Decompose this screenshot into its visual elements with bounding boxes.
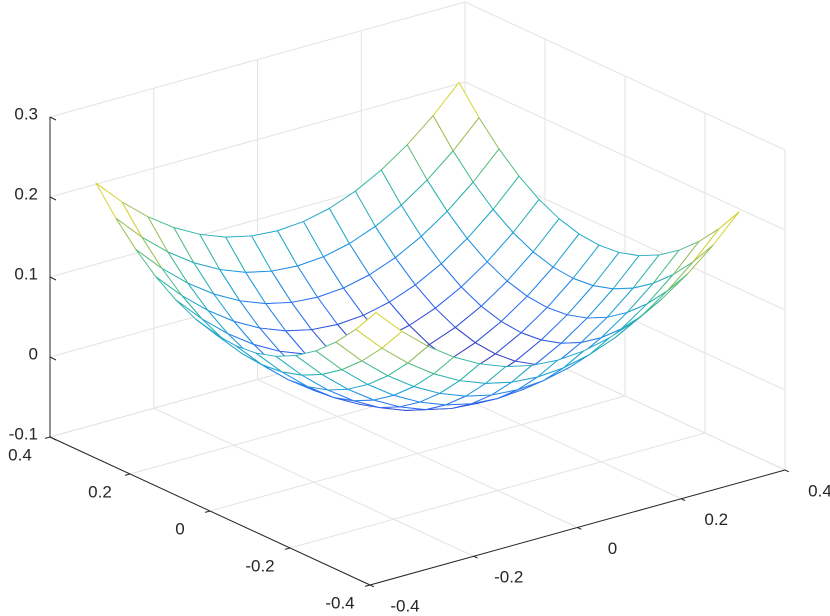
grid-line [209, 395, 626, 512]
grid-line [464, 1, 786, 151]
z-tick-label: 0.2 [14, 184, 38, 203]
y-tick-label: 0 [175, 519, 184, 538]
z-tick-label: 0.3 [14, 104, 38, 123]
tick-mark [124, 473, 131, 476]
z-tick-label: 0.1 [14, 264, 38, 283]
tick-mark [473, 555, 478, 559]
z-tick-label: -0.1 [9, 424, 38, 443]
tick-mark [49, 116, 57, 121]
x-tick-label: 0.2 [704, 510, 728, 529]
tick-mark [44, 436, 51, 439]
x-tick-label: -0.4 [390, 596, 419, 615]
y-tick-label: -0.4 [325, 593, 354, 612]
grid-line [464, 81, 786, 231]
tick-mark [49, 436, 57, 441]
mesh-cell [692, 211, 740, 263]
tick-mark [284, 547, 291, 550]
tick-mark [49, 356, 57, 361]
z-tick-label: 0 [29, 344, 38, 363]
x-tick-label: 0.4 [808, 481, 830, 500]
grid-line [49, 1, 466, 118]
x-tick-label: 0 [608, 539, 617, 558]
mesh-cell [355, 312, 403, 349]
tick-mark [369, 584, 375, 588]
tick-mark [364, 584, 371, 587]
x-tick-label: -0.2 [494, 568, 523, 587]
tick-mark [681, 498, 686, 501]
grid-line [289, 432, 706, 549]
tick-mark [204, 510, 211, 513]
y-tick-label: 0.4 [8, 445, 32, 464]
tick-mark [49, 276, 57, 281]
grid-line [49, 81, 466, 198]
tick-mark [49, 196, 57, 201]
tick-mark [784, 469, 790, 473]
y-tick-label: 0.2 [88, 482, 112, 501]
y-tick-label: -0.2 [245, 556, 274, 575]
tick-mark [577, 527, 582, 530]
